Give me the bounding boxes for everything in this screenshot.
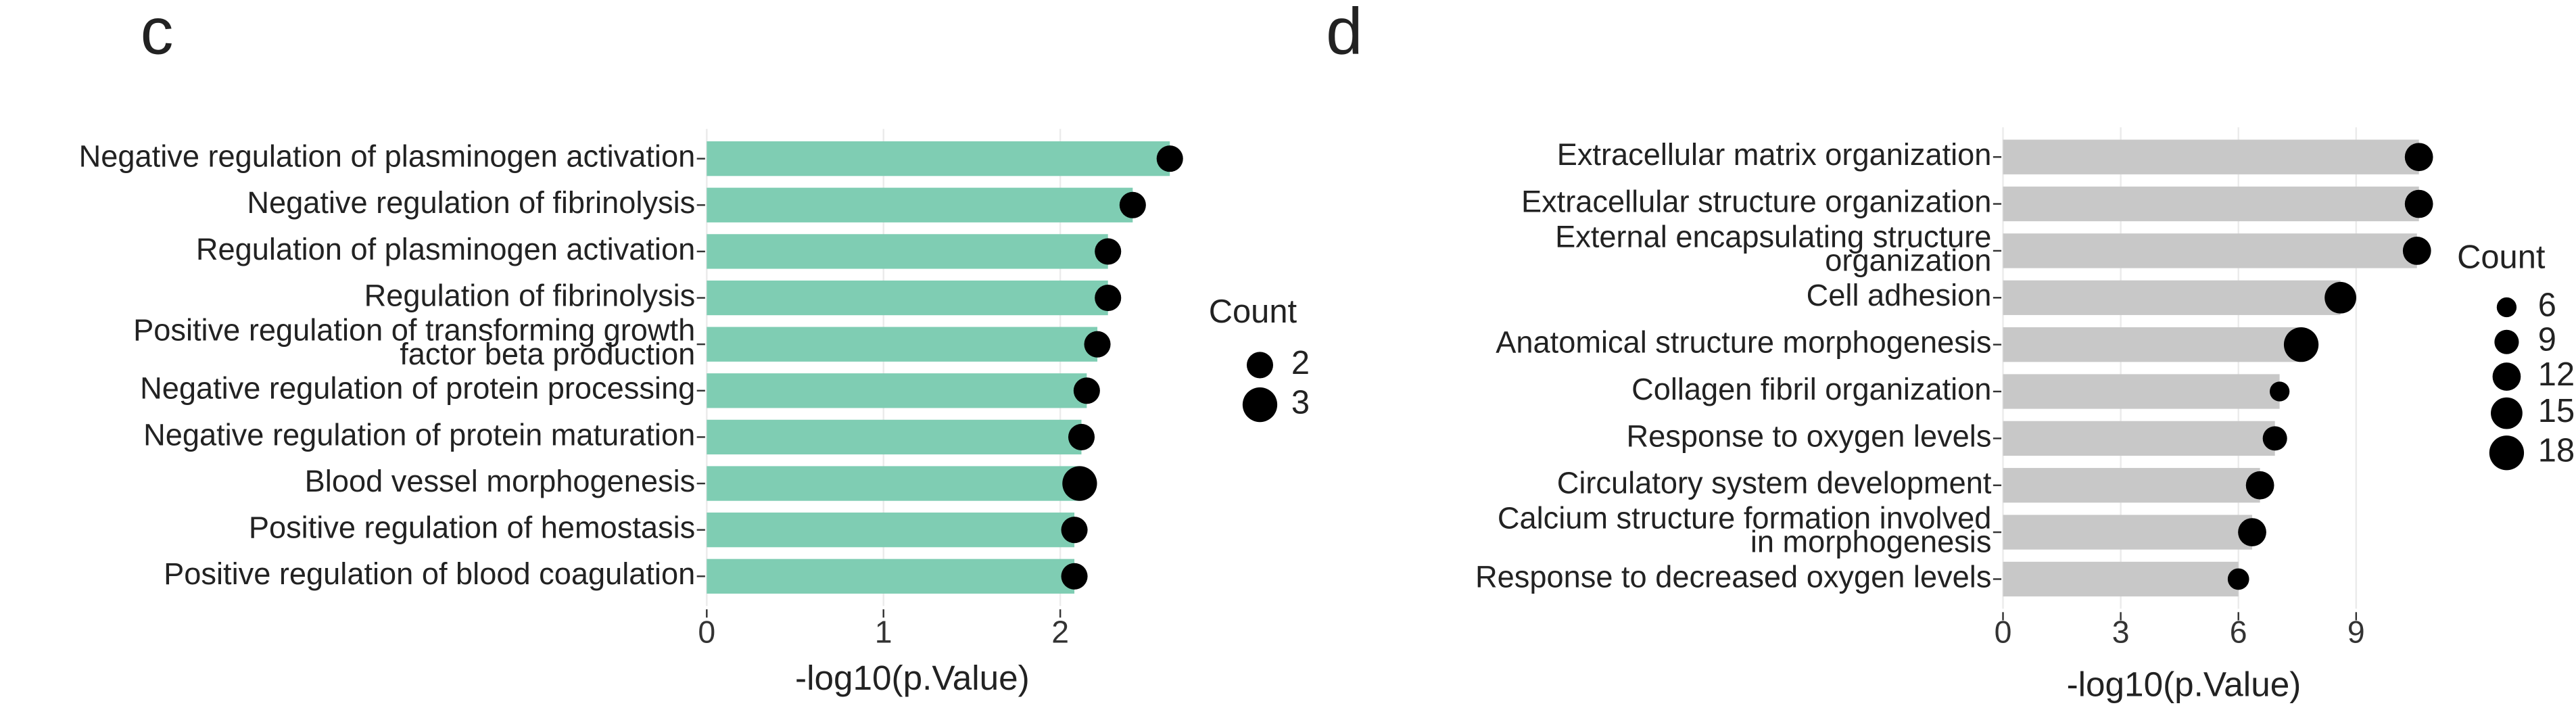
y-tick-label: Negative regulation of protein maturatio… (143, 417, 695, 452)
bar (2003, 468, 2260, 503)
legend-dot (2489, 435, 2525, 471)
y-tick-label: External encapsulating structure organiza… (1555, 219, 1991, 277)
dot (2283, 327, 2319, 362)
dot (1095, 238, 1122, 265)
x-tick-label: 0 (1995, 614, 2012, 649)
legend-label: 12 (2538, 356, 2575, 393)
x-tick-label: 3 (2112, 614, 2130, 649)
legend-title: Count (1209, 293, 1297, 330)
legend-dot (2496, 297, 2517, 318)
bar (2003, 374, 2280, 409)
y-tick-label: Negative regulation of fibrinolysis (247, 185, 695, 220)
legend-dot (1246, 352, 1274, 379)
y-tick-label: Blood vessel morphogenesis (305, 464, 696, 498)
y-tick-label: Extracellular matrix organization (1557, 137, 1992, 172)
dot (1061, 517, 1088, 544)
bar (707, 141, 1170, 176)
dot (2262, 426, 2287, 451)
bar (2003, 327, 2301, 362)
y-tick-label: Extracellular structure organization (1521, 185, 1991, 219)
x-axis-title: -log10(p.Value) (795, 659, 1030, 697)
legend-label: 9 (2538, 322, 2556, 358)
dot (2269, 381, 2290, 402)
y-tick-label: Response to decreased oxygen levels (1475, 559, 1991, 594)
dot (2404, 143, 2433, 172)
bar (2003, 561, 2239, 597)
panel-label: c (141, 0, 174, 68)
y-tick-label: Collagen fibril organization (1631, 372, 1991, 406)
dot (1061, 563, 1088, 590)
legend-label: 6 (2538, 287, 2556, 323)
dot (1156, 145, 1183, 172)
x-tick-label: 0 (698, 614, 715, 649)
bar (707, 234, 1108, 269)
bar (707, 513, 1075, 548)
y-tick-label: Regulation of fibrinolysis (364, 278, 696, 312)
bar (2003, 280, 2341, 315)
dot (2245, 471, 2274, 500)
legend-title: Count (2457, 239, 2546, 276)
bar (707, 327, 1098, 362)
y-tick-label: Calcium structure formation involved in m… (1498, 500, 1992, 559)
dot (1119, 191, 1146, 218)
y-tick-label: Negative regulation of plasminogen activ… (79, 139, 696, 174)
dot (2238, 518, 2266, 546)
x-tick-label: 9 (2347, 614, 2365, 649)
bar (707, 373, 1087, 408)
dot (2402, 237, 2431, 265)
bar (707, 187, 1133, 222)
y-tick-label: Positive regulation of blood coagulation (164, 556, 695, 591)
legend-label: 3 (1291, 384, 1310, 421)
y-tick-label: Circulatory system development (1557, 466, 1992, 500)
bar (2003, 421, 2275, 456)
x-tick-label: 6 (2230, 614, 2247, 649)
y-tick-label: Regulation of plasminogen activation (196, 232, 695, 266)
y-tick-label: Response to oxygen levels (1627, 419, 1992, 453)
y-tick-label: Negative regulation of protein processin… (140, 371, 695, 406)
y-tick-label: Positive regulation of transforming grow… (133, 312, 695, 371)
bar (707, 466, 1080, 501)
legend-dot (1242, 387, 1278, 423)
legend-dot (2492, 362, 2521, 391)
dot (1073, 377, 1100, 404)
y-tick-label: Cell adhesion (1807, 278, 1992, 312)
dot (1095, 284, 1122, 312)
legend-dot (2494, 329, 2519, 354)
dot (2324, 281, 2356, 314)
legend-label: 18 (2538, 433, 2575, 469)
legend-label: 2 (1291, 345, 1310, 381)
panel-label: d (1326, 0, 1362, 68)
dot (1068, 423, 1095, 450)
y-tick-label: Positive regulation of hemostasis (249, 511, 695, 545)
legend-dot (2491, 397, 2523, 429)
bar (2003, 186, 2419, 222)
x-tick-label: 1 (875, 614, 892, 649)
bar (2003, 233, 2417, 268)
y-tick-label: Anatomical structure morphogenesis (1496, 325, 1991, 360)
bar (707, 280, 1108, 316)
legend-label: 15 (2538, 393, 2575, 429)
bar (2003, 139, 2419, 174)
dot (1084, 331, 1111, 358)
x-tick-label: 2 (1051, 614, 1069, 649)
bar (2003, 515, 2253, 550)
dot (2404, 189, 2433, 218)
bar (707, 559, 1075, 594)
x-axis-title: -log10(p.Value) (2067, 665, 2301, 704)
dot (1062, 466, 1097, 501)
dot (2227, 568, 2249, 590)
bar (707, 419, 1082, 455)
